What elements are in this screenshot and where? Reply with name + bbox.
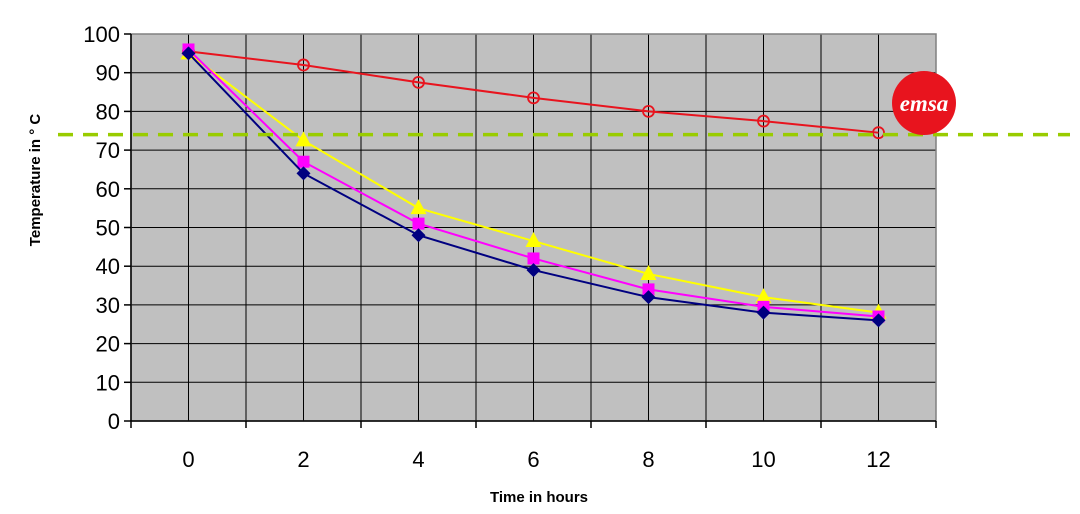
y-tick-label: 0 (108, 409, 120, 434)
y-tick-label: 100 (83, 22, 120, 47)
data-point-circle (642, 105, 655, 118)
y-tick-label: 50 (96, 216, 120, 241)
y-tick-label: 60 (96, 177, 120, 202)
data-point-triangle (410, 199, 427, 215)
x-tick-label: 12 (866, 447, 890, 472)
x-axis-title: Time in hours (490, 489, 588, 506)
data-point-diamond (526, 263, 541, 278)
y-axis-ticks: 0 10 20 30 40 50 60 70 80 90 100 (83, 22, 131, 434)
x-tick-label: 8 (642, 447, 654, 472)
y-tick-label: 40 (96, 254, 120, 279)
data-point-square (412, 217, 425, 230)
data-point-square (642, 283, 655, 296)
data-point-square (297, 155, 310, 168)
x-axis-ticks: 0 2 4 6 8 10 12 (130, 421, 937, 472)
data-point-triangle (525, 232, 542, 248)
data-point-circle (412, 75, 425, 89)
x-tick-label: 10 (751, 447, 775, 472)
data-point-circle (527, 91, 540, 105)
series-line-circle (188, 50, 879, 134)
data-point-triangle (640, 264, 657, 280)
y-tick-label: 10 (96, 370, 120, 395)
series-layer (180, 43, 887, 328)
x-tick-label: 4 (412, 447, 424, 472)
data-point-circle (872, 126, 885, 140)
data-point-diamond (756, 305, 771, 320)
y-axis-title: Temperature in ° C (27, 114, 44, 247)
logo-badge (892, 71, 956, 135)
series-diamond (181, 46, 886, 328)
data-point-diamond (871, 313, 886, 328)
x-tick-label: 0 (182, 447, 194, 472)
x-tick-label: 6 (527, 447, 539, 472)
y-tick-label: 20 (96, 332, 120, 357)
data-point-diamond (641, 290, 656, 305)
y-tick-label: 80 (96, 99, 120, 124)
emsa-logo: emsa (892, 71, 956, 135)
data-point-triangle (295, 131, 312, 147)
data-point-diamond (181, 46, 196, 61)
data-point-diamond (296, 166, 311, 181)
gridlines (131, 33, 936, 421)
y-tick-label: 30 (96, 293, 120, 318)
logo-text: emsa (900, 91, 949, 116)
data-point-circle (297, 58, 310, 72)
data-point-triangle (755, 288, 772, 304)
data-point-diamond (411, 228, 426, 243)
data-point-circle (757, 114, 770, 128)
x-tick-label: 2 (297, 447, 309, 472)
y-tick-label: 70 (96, 138, 120, 163)
data-point-square (527, 252, 540, 265)
y-tick-label: 90 (96, 61, 120, 86)
